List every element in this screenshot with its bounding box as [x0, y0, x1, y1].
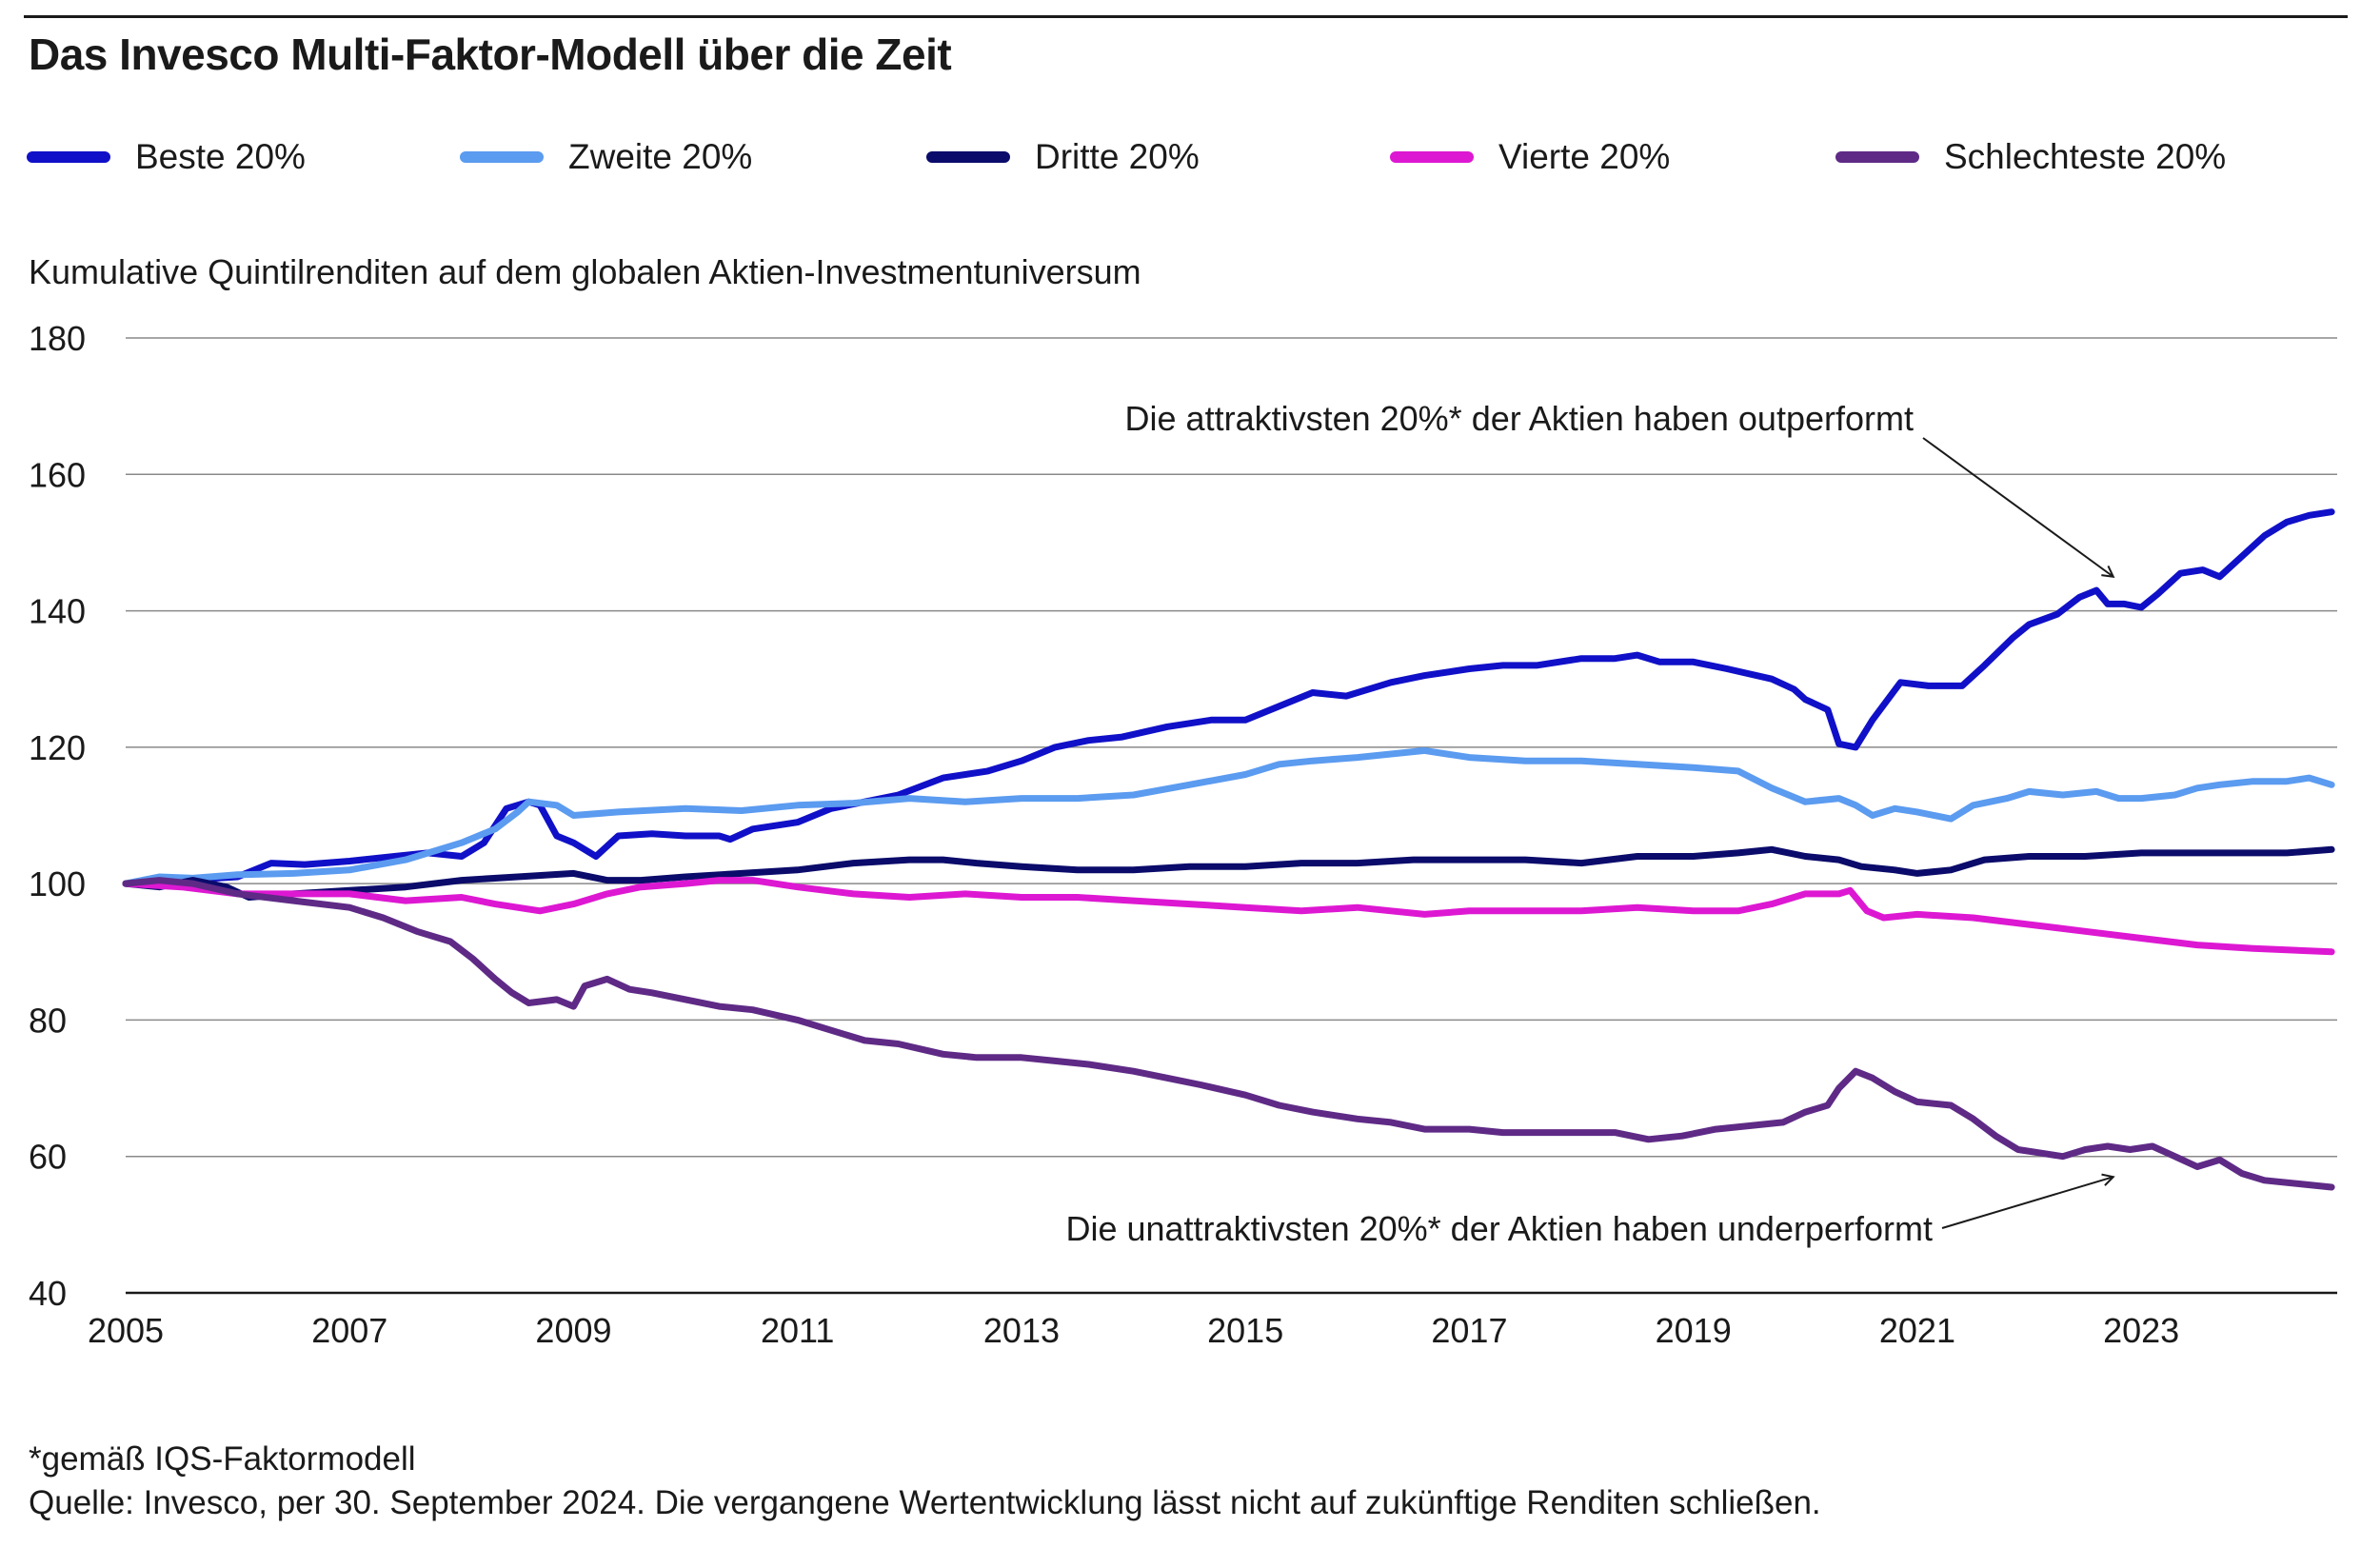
annotation-underperform: Die unattraktivsten 20%* der Aktien habe…	[1065, 1209, 1933, 1248]
y-tick-label: 180	[29, 319, 86, 358]
y-tick-label: 120	[29, 728, 86, 767]
annotation-outperform: Die attraktivsten 20%* der Aktien haben …	[1125, 399, 1914, 438]
chart-subtitle: Kumulative Quintilrenditen auf dem globa…	[29, 252, 1141, 291]
legend-label-vierte: Vierte 20%	[1498, 137, 1671, 176]
legend: Beste 20% Zweite 20% Dritte 20% Vierte 2…	[27, 133, 2340, 181]
legend-swatch-zweite	[460, 151, 544, 163]
x-tick-label: 2021	[1879, 1311, 1955, 1350]
top-rule	[24, 15, 2348, 18]
y-tick-label: 80	[29, 1001, 67, 1040]
legend-swatch-beste	[27, 151, 110, 163]
footnote-definition: *gemäß IQS-Faktormodell	[29, 1440, 416, 1478]
legend-label-beste: Beste 20%	[135, 137, 306, 176]
y-tick-label: 160	[29, 455, 86, 494]
x-tick-label: 2023	[2103, 1311, 2179, 1350]
series-line-schlechteste	[122, 877, 2335, 1191]
x-tick-label: 2007	[311, 1311, 387, 1350]
series-line-zweite	[122, 746, 2335, 887]
legend-label-schlechteste: Schlechteste 20%	[1944, 137, 2227, 176]
x-axis-ticks: 2005 2007 2009 2011 2013 2015 2017 2019 2021 2023	[88, 1311, 2179, 1350]
legend-item-schlechteste: Schlechteste 20%	[1835, 133, 2226, 181]
x-tick-label: 2009	[535, 1311, 611, 1350]
annotations: Die attraktivsten 20%* der Aktien haben …	[1065, 399, 2113, 1248]
y-axis-ticks: 40 60 80 100 120 140 160 180	[29, 319, 86, 1313]
grid	[126, 337, 2337, 1295]
series-lines	[122, 508, 2335, 1191]
x-tick-label: 2011	[761, 1311, 834, 1350]
series-line-beste	[122, 508, 2335, 887]
legend-item-zweite: Zweite 20%	[460, 133, 752, 181]
legend-swatch-vierte	[1390, 151, 1474, 163]
legend-item-vierte: Vierte 20%	[1390, 133, 1670, 181]
x-tick-label: 2017	[1431, 1311, 1507, 1350]
chart-title: Das Invesco Multi-Faktor-Modell über die…	[29, 30, 952, 79]
y-tick-label: 40	[29, 1274, 67, 1313]
x-tick-label: 2015	[1207, 1311, 1283, 1350]
x-tick-label: 2013	[983, 1311, 1060, 1350]
y-tick-label: 60	[29, 1138, 67, 1177]
legend-swatch-schlechteste	[1835, 151, 1919, 163]
legend-label-zweite: Zweite 20%	[568, 137, 753, 176]
footnote: *gemäß IQS-Faktormodell Quelle: Invesco,…	[29, 1438, 1821, 1524]
legend-item-beste: Beste 20%	[27, 133, 306, 181]
y-tick-label: 100	[29, 864, 86, 903]
series-line-dritte	[122, 845, 2335, 901]
footnote-source: Quelle: Invesco, per 30. September 2024.…	[29, 1483, 1821, 1521]
legend-label-dritte: Dritte 20%	[1035, 137, 1200, 176]
legend-swatch-dritte	[926, 151, 1010, 163]
y-tick-label: 140	[29, 592, 86, 631]
annotation-arrow-underperform	[1941, 1177, 2113, 1229]
legend-item-dritte: Dritte 20%	[926, 133, 1200, 181]
x-tick-label: 2019	[1656, 1311, 1732, 1350]
x-tick-label: 2005	[88, 1311, 164, 1350]
series-line-vierte	[122, 877, 2335, 956]
line-chart: Kumulative Quintilrenditen auf dem globa…	[29, 252, 2337, 1350]
annotation-arrow-outperform	[1922, 437, 2113, 577]
